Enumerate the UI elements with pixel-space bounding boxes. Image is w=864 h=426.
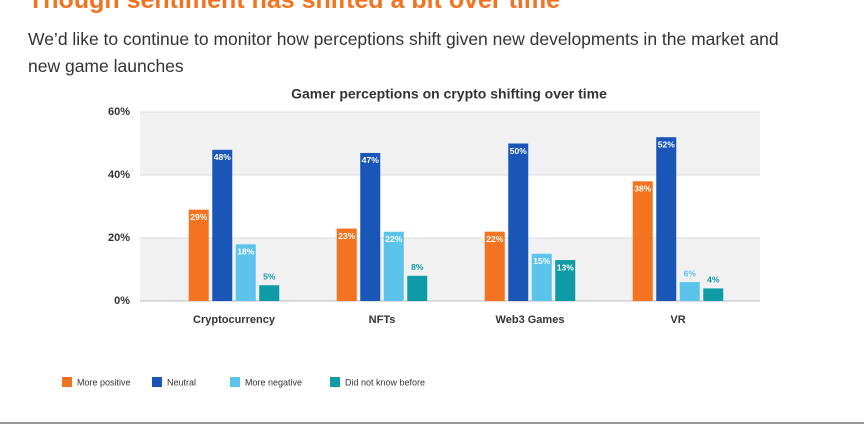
y-tick-label: 20%	[108, 232, 130, 244]
legend-swatch	[152, 377, 162, 387]
bar	[703, 288, 724, 301]
bar	[407, 275, 428, 301]
value-label: 22%	[486, 234, 503, 244]
bar	[259, 285, 280, 301]
bar	[212, 149, 233, 301]
value-label: 22%	[385, 234, 402, 244]
value-label: 52%	[658, 139, 675, 149]
bar	[235, 244, 256, 301]
value-label: 38%	[634, 184, 651, 194]
value-label: 4%	[707, 275, 720, 285]
slide-heading: Though sentiment has shifted a bit over …	[28, 0, 561, 14]
x-tick-label: VR	[670, 314, 685, 326]
chart-title: Gamer perceptions on crypto shifting ove…	[291, 86, 607, 102]
bar	[508, 143, 529, 301]
y-tick-label: 60%	[108, 106, 130, 118]
bar	[656, 137, 677, 301]
value-label: 15%	[533, 256, 550, 266]
legend-swatch	[62, 377, 72, 387]
legend-label: More positive	[77, 377, 131, 387]
legend-label: More negative	[245, 377, 302, 387]
x-tick-label: Cryptocurrency	[193, 314, 276, 326]
value-label: 29%	[190, 212, 207, 222]
legend-label: Did not know before	[345, 377, 425, 387]
bar	[188, 209, 209, 301]
value-label: 47%	[362, 155, 379, 165]
x-tick-label: NFTs	[369, 314, 396, 326]
value-label: 48%	[214, 152, 231, 162]
legend-label: Neutral	[167, 377, 196, 387]
bar	[531, 253, 552, 301]
legend-swatch	[330, 377, 340, 387]
bar	[336, 228, 357, 301]
value-label: 6%	[684, 268, 697, 278]
value-label: 13%	[557, 262, 574, 272]
bar	[632, 181, 653, 301]
y-tick-label: 40%	[108, 169, 130, 181]
bar	[383, 231, 404, 301]
value-label: 50%	[510, 146, 527, 156]
y-tick-label: 0%	[114, 295, 130, 307]
legend-swatch	[230, 377, 240, 387]
value-label: 8%	[411, 262, 424, 272]
slide-subtitle: We’d like to continue to monitor how per…	[28, 29, 779, 76]
bar	[484, 231, 505, 301]
value-label: 18%	[237, 247, 254, 257]
bar	[679, 282, 700, 301]
value-label: 5%	[263, 272, 276, 282]
value-label: 23%	[338, 231, 355, 241]
bar	[555, 260, 576, 301]
bar	[360, 152, 381, 301]
x-tick-label: Web3 Games	[496, 314, 565, 326]
